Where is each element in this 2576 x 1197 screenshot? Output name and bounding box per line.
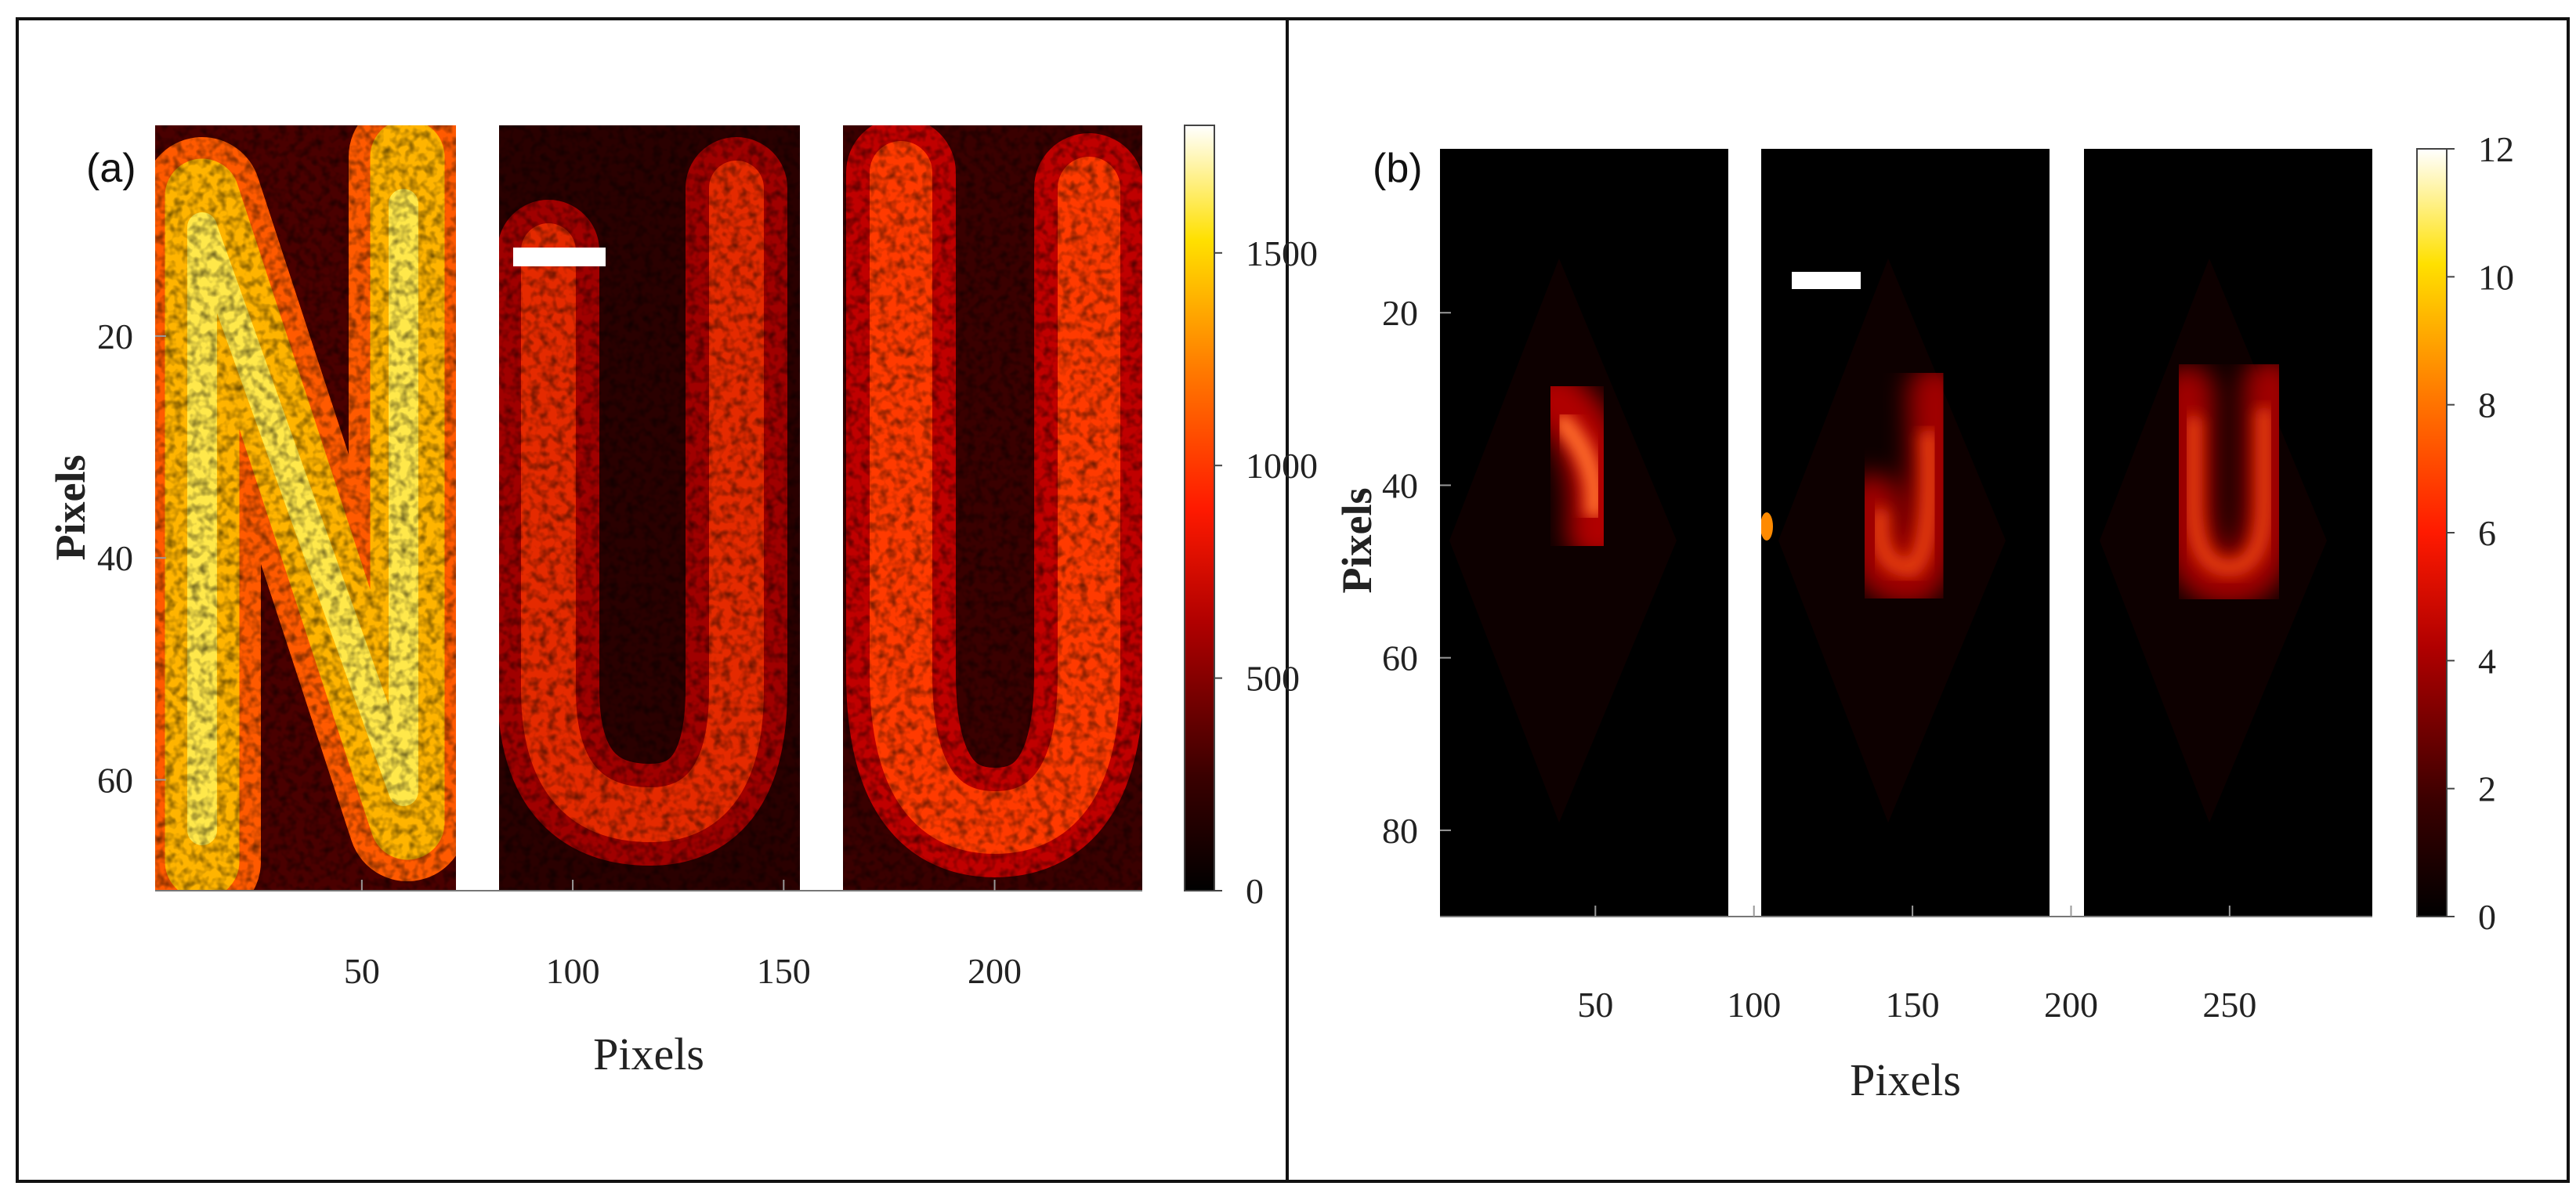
panel-b-colorbar-ticks: 0 2 4 6 8 10 12 [2447,129,2514,937]
scale-bar-a [513,248,606,266]
y-tick-label: 40 [1382,465,1418,505]
colorbar-tick-label: 0 [2478,897,2496,937]
x-tick-label: 150 [1886,985,1940,1025]
colorbar-tick-label: 6 [2478,513,2496,553]
panel-a-subimage-1 [155,125,456,891]
x-tick-label: 200 [968,951,1022,991]
x-tick-label: 250 [2202,985,2256,1025]
scale-bar-b [1792,272,1861,289]
colorbar-tick-label: 1500 [1246,233,1318,273]
panel-b-label: (b) [1373,146,1423,191]
colorbar-tick-label: 8 [2478,385,2496,425]
panel-b-y-label: Pixels [1333,488,1380,594]
panel-b-subimage-2 [1761,149,2050,917]
panel-b-y-ticks: 20 40 60 80 [1382,293,1451,851]
panel-a-y-ticks: 20 40 60 [97,316,166,800]
panel-b-x-label: Pixels [1850,1054,1961,1105]
colorbar-tick-label: 10 [2478,257,2514,297]
panel-a-colorbar [1184,125,1215,891]
panel-a-subimage-2 [499,125,800,891]
y-tick-label: 20 [97,316,133,356]
panel-b-x-ticks: 50 100 150 200 250 [1577,906,2256,1025]
panel-a-colorbar-ticks: 0 500 1000 1500 [1214,233,1318,911]
panel-a-subimage-3 [843,125,1142,891]
outer-frame [16,17,2570,1183]
colorbar-tick-label: 2 [2478,769,2496,809]
x-tick-label: 50 [1577,985,1613,1025]
panel-a-y-label: Pixels [47,455,94,561]
x-tick-label: 50 [344,951,380,991]
panel-a-x-ticks: 50 100 150 200 [344,880,1022,991]
colorbar-tick-label: 500 [1246,659,1300,699]
panel-a-x-label: Pixels [593,1029,704,1079]
panel-a: (a) [47,125,1318,1079]
y-tick-label: 80 [1382,811,1418,851]
y-tick-label: 20 [1382,293,1418,333]
panel-b-subimage-3 [2084,149,2372,917]
x-tick-label: 100 [1727,985,1781,1025]
panel-b-colorbar [2416,148,2448,917]
colorbar-tick-label: 1000 [1246,446,1318,486]
y-tick-label: 60 [1382,638,1418,678]
colorbar-tick-label: 4 [2478,641,2496,681]
y-tick-label: 60 [97,760,133,800]
colorbar-tick-label: 0 [1246,871,1264,911]
y-tick-label: 40 [97,538,133,578]
panel-b-subimage-1 [1440,149,1728,917]
x-tick-label: 100 [546,951,600,991]
x-tick-label: 150 [757,951,811,991]
colorbar-tick-label: 12 [2478,129,2514,169]
panel-a-label: (a) [86,146,136,191]
x-tick-label: 200 [2044,985,2098,1025]
panel-b: (b) [1333,129,2514,1105]
